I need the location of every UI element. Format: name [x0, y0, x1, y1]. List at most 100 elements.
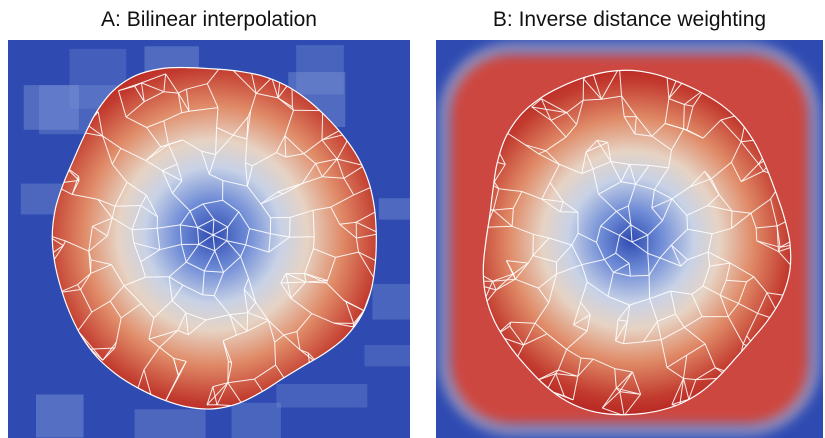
- cell-edge: [106, 217, 113, 237]
- cell-edge: [506, 260, 529, 264]
- cell-edge: [161, 170, 183, 182]
- cell-edge: [312, 236, 315, 249]
- cell-edge: [691, 294, 703, 317]
- cell-edge: [616, 205, 629, 212]
- cell-edge: [145, 144, 169, 162]
- cell-edge: [614, 368, 633, 373]
- cell-edge: [126, 181, 147, 196]
- cell-edge: [647, 220, 663, 236]
- cell-edge: [686, 205, 708, 216]
- cell-edge: [88, 251, 92, 274]
- cell-edge: [304, 273, 328, 281]
- cell-edge: [260, 191, 278, 205]
- cell-edge: [704, 343, 716, 368]
- halo-patch: [372, 283, 410, 320]
- cell-edge: [143, 347, 161, 370]
- cell-edge: [243, 288, 257, 303]
- cell-edge: [617, 304, 631, 321]
- cell-edge: [545, 150, 560, 165]
- cell-edge: [668, 149, 672, 168]
- cell-edge: [177, 312, 187, 331]
- cell-edge: [197, 218, 215, 228]
- cell-edge: [227, 211, 240, 228]
- cell-edge: [90, 347, 115, 350]
- cell-edge: [168, 276, 173, 301]
- cell-edge: [204, 270, 224, 273]
- cell-edge: [216, 382, 229, 406]
- cell-edge: [120, 303, 142, 319]
- cell-edge: [521, 191, 542, 200]
- cell-edge: [163, 91, 179, 94]
- cell-edge: [255, 302, 269, 321]
- cell-edge: [583, 98, 602, 101]
- cell-edge: [250, 93, 257, 111]
- cell-edge: [683, 326, 706, 345]
- cell-edge: [355, 238, 359, 253]
- cell-edge: [492, 273, 514, 282]
- cell-edge: [572, 376, 579, 400]
- cell-edge: [201, 150, 216, 156]
- cell-edge: [586, 314, 591, 332]
- cell-edge: [580, 357, 594, 360]
- cell-edge: [614, 368, 617, 389]
- cell-edge: [495, 273, 514, 291]
- cell-edge: [52, 233, 64, 246]
- cell-edge: [88, 235, 108, 252]
- cell-edge: [636, 116, 653, 137]
- halo-patch: [364, 345, 410, 367]
- cell-edge: [352, 310, 365, 328]
- cell-edge: [707, 252, 711, 267]
- cell-edge: [198, 234, 214, 245]
- cell-edge: [102, 135, 113, 165]
- cell-edge: [97, 111, 104, 137]
- cell-edge: [607, 142, 612, 162]
- cell-edge: [173, 358, 180, 377]
- cell-edge: [573, 324, 588, 332]
- cell-edge: [146, 120, 164, 128]
- cell-edge: [133, 242, 160, 251]
- panel-a-bilinear-map: [8, 40, 410, 438]
- cell-edge: [274, 342, 277, 366]
- cell-edge: [140, 261, 146, 278]
- cell-edge: [649, 298, 658, 322]
- cell-edge: [227, 378, 255, 384]
- cell-edge: [509, 325, 525, 346]
- cell-edge: [680, 259, 688, 267]
- cell-edge: [209, 173, 224, 181]
- cell-edge: [179, 224, 182, 245]
- cell-edge: [546, 333, 567, 350]
- cell-edge: [164, 375, 179, 403]
- cell-edge: [493, 181, 500, 190]
- cell-edge: [232, 116, 249, 136]
- cell-edge: [750, 213, 757, 229]
- cell-edge: [742, 335, 748, 345]
- cell-edge: [545, 136, 567, 152]
- cell-edge: [549, 164, 560, 183]
- cell-edge: [172, 180, 183, 194]
- cell-edge: [182, 139, 202, 152]
- cell-edge: [267, 320, 276, 343]
- cell-edge: [600, 225, 620, 236]
- panel-a-tissue-outline: [51, 66, 377, 410]
- cell-edge: [600, 70, 620, 100]
- cell-edge: [738, 302, 758, 314]
- cell-edge: [683, 377, 696, 381]
- cell-edge: [581, 259, 605, 266]
- cell-edge: [145, 160, 163, 171]
- cell-edge: [180, 224, 198, 228]
- cell-edge: [283, 183, 303, 195]
- cell-edge: [583, 78, 602, 100]
- cell-edge: [148, 329, 178, 340]
- cell-edge: [159, 243, 182, 251]
- cell-edge: [654, 189, 673, 200]
- cell-edge: [134, 82, 142, 87]
- cell-edge: [492, 278, 516, 282]
- cell-edge: [598, 193, 617, 212]
- cell-edge: [177, 329, 189, 336]
- cell-edge: [77, 311, 93, 332]
- cell-edge: [581, 264, 588, 283]
- cell-edge: [245, 162, 248, 187]
- cell-edge: [111, 206, 116, 219]
- cell-edge: [186, 83, 208, 90]
- cell-edge: [227, 363, 233, 383]
